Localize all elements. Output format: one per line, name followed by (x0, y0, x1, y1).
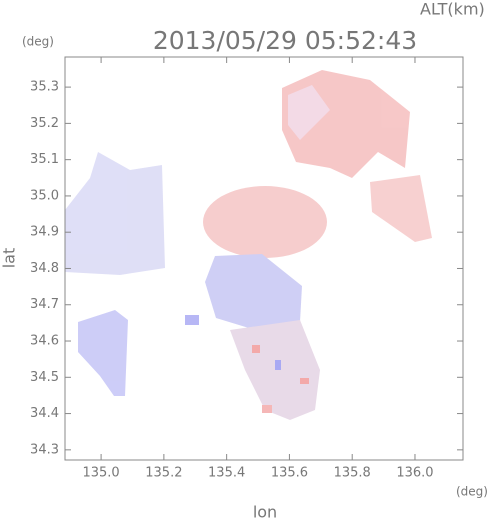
x-tick-label: 136.0 (396, 466, 433, 481)
y-tick-label: 34.4 (30, 406, 59, 421)
y-tick-label: 34.8 (30, 261, 59, 276)
echo-speck (262, 405, 272, 413)
echo-speck (252, 345, 260, 353)
y-tick-label: 35.2 (30, 116, 59, 131)
x-axis-label: lon (253, 503, 277, 521)
echo-red (203, 186, 327, 258)
y-tick-label: 34.3 (30, 442, 59, 457)
x-tick-label: 135.8 (334, 466, 371, 481)
echo-blue-light (65, 152, 165, 275)
y-tick-label: 34.7 (30, 297, 59, 312)
echo-blue (205, 254, 302, 332)
echo-red (370, 175, 432, 242)
y-unit: (deg) (22, 35, 54, 49)
chart-title: 2013/05/29 05:52:43 (153, 26, 417, 55)
y-tick-label: 35.3 (30, 80, 59, 95)
echo-speck (185, 315, 199, 325)
y-tick-label: 34.6 (30, 334, 59, 349)
y-tick-label: 34.5 (30, 370, 59, 385)
y-tick-label: 34.9 (30, 225, 59, 240)
echo-blue (78, 310, 128, 396)
y-tick-label: 35.1 (30, 152, 59, 167)
x-unit: (deg) (456, 485, 488, 499)
echo-speck (275, 360, 281, 370)
y-axis-label: lat (0, 248, 19, 269)
x-tick-label: 135.2 (145, 466, 182, 481)
plot-frame (64, 56, 464, 461)
velocity-field (65, 70, 432, 420)
echo-red-light (288, 85, 330, 140)
x-tick-label: 135.6 (271, 466, 308, 481)
y-tick-label: 35.0 (30, 188, 59, 203)
x-tick-label: 135.0 (82, 466, 119, 481)
altitude-label: ALT(km) 2.0 (420, 0, 491, 19)
echo-speck (300, 378, 309, 384)
x-tick-label: 135.4 (208, 466, 245, 481)
